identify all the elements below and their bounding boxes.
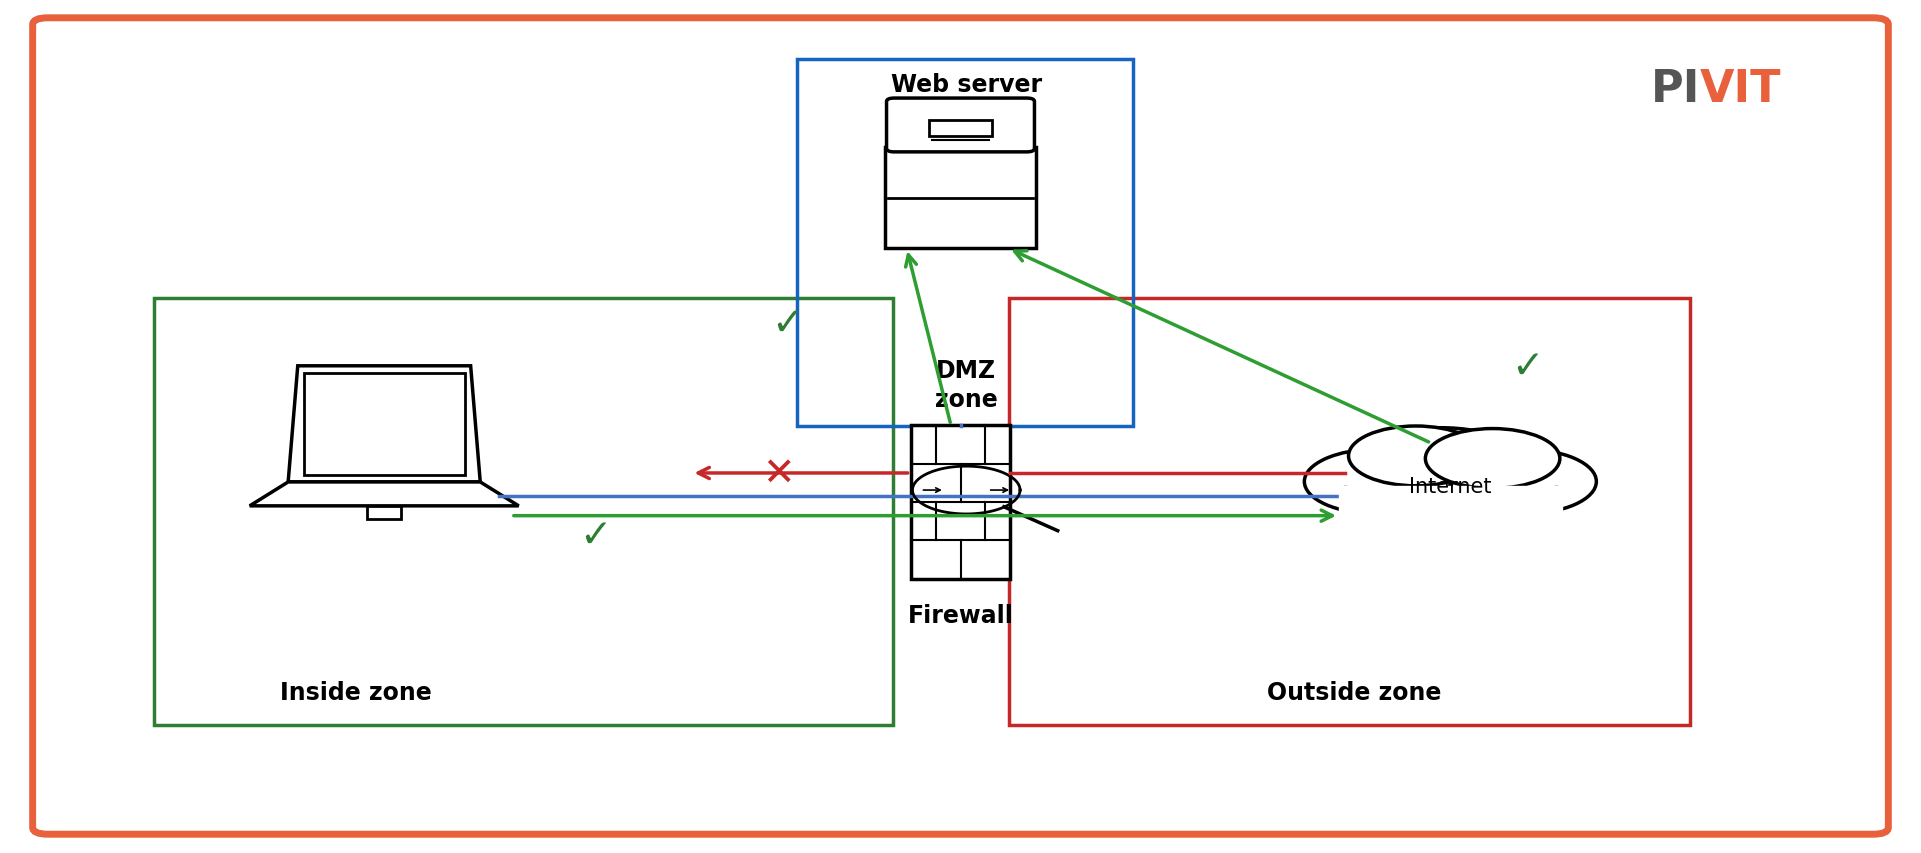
Polygon shape	[1349, 426, 1483, 486]
Circle shape	[1304, 450, 1450, 514]
Circle shape	[1450, 450, 1596, 514]
Bar	[367, 507, 401, 519]
Circle shape	[1349, 428, 1533, 510]
Polygon shape	[1425, 429, 1560, 489]
Text: Outside zone: Outside zone	[1268, 680, 1441, 704]
Text: VIT: VIT	[1700, 68, 1781, 111]
Polygon shape	[1304, 450, 1450, 514]
Text: ✓: ✓	[1512, 348, 1543, 386]
Circle shape	[1349, 426, 1483, 486]
Text: Web server: Web server	[891, 73, 1041, 96]
Text: ✕: ✕	[763, 455, 793, 492]
Bar	[154, 299, 893, 725]
Polygon shape	[288, 367, 480, 483]
Polygon shape	[1349, 428, 1533, 510]
Bar	[930, 121, 991, 136]
Text: Internet: Internet	[1410, 476, 1491, 496]
Bar	[911, 426, 1010, 579]
Text: DMZ
zone: DMZ zone	[936, 358, 997, 412]
Text: Firewall: Firewall	[907, 603, 1014, 627]
Bar	[1009, 299, 1690, 725]
FancyBboxPatch shape	[884, 148, 1037, 249]
Polygon shape	[250, 483, 519, 506]
Bar	[797, 60, 1133, 426]
Text: ✓: ✓	[772, 305, 803, 342]
Text: Inside zone: Inside zone	[280, 680, 430, 704]
Polygon shape	[1339, 486, 1562, 518]
FancyBboxPatch shape	[888, 99, 1033, 153]
Polygon shape	[1450, 450, 1596, 514]
Text: ✓: ✓	[580, 517, 611, 554]
Bar	[304, 374, 465, 475]
Text: PI: PI	[1650, 68, 1700, 111]
Circle shape	[1425, 429, 1560, 489]
